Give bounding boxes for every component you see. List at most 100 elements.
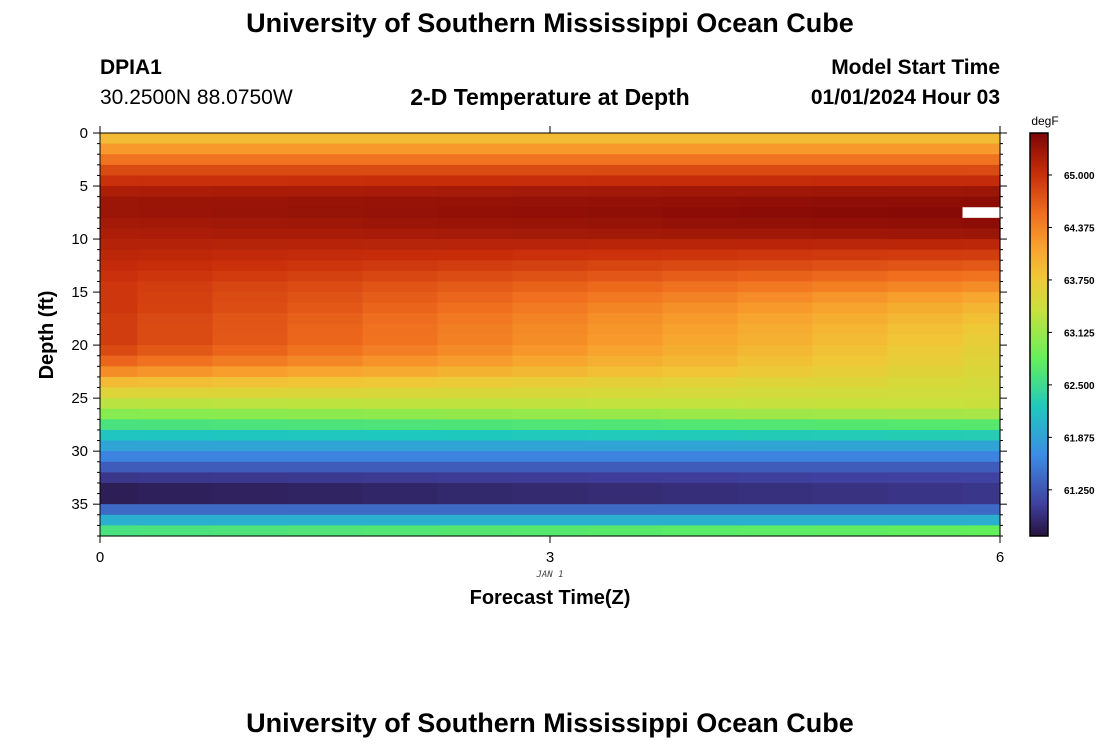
heatmap-cell [812,514,889,526]
heatmap-cell [212,514,289,526]
heatmap-cell [287,514,364,526]
heatmap-cell [662,451,739,463]
heatmap-cell [137,249,214,261]
heatmap-cell [587,164,664,177]
heatmap-cell [212,419,289,431]
heatmap-cell [962,217,1001,230]
heatmap-cell [437,323,514,336]
heatmap-cell [137,345,214,357]
heatmap-cell [587,292,664,304]
heatmap-cell [437,504,514,516]
heatmap-cell [362,323,439,336]
heatmap-cell [212,323,289,336]
heatmap-cell [812,355,889,367]
heatmap-cell [287,472,364,484]
heatmap-cell [287,164,364,177]
heatmap-cell [962,408,1001,420]
heatmap-cell [587,154,664,166]
heatmap-cell [812,143,889,155]
heatmap-cell [100,313,139,325]
heatmap-cell [512,451,589,463]
heatmap-cell [437,472,514,484]
heatmap-cell [962,525,1001,537]
heatmap-cell [362,504,439,516]
heatmap-cell [512,228,589,240]
heatmap-cell [100,239,139,251]
heatmap-cell [137,186,214,198]
heatmap-cell [100,334,139,346]
heatmap-cell [662,302,739,314]
heatmap-cell [362,408,439,420]
heatmap-cell [362,472,439,484]
heatmap-cell [100,196,139,208]
missing-data-cell [962,207,1001,218]
heatmap-cell [287,133,364,145]
colorbar-tick-label: 61.250 [1064,486,1095,497]
heatmap-cell [212,355,289,367]
heatmap-cell [662,143,739,155]
heatmap-cell [587,196,664,208]
heatmap-cell [587,207,664,219]
colorbar-unit: degF [1031,114,1058,128]
heatmap-cell [962,355,1001,367]
heatmap-cell [512,493,589,505]
heatmap-cell [737,429,814,442]
heatmap-cell [137,482,214,495]
heatmap-cell [287,207,364,219]
heatmap-cell [737,302,814,314]
heatmap-cell [100,493,139,505]
heatmap-cell [887,376,964,389]
colorbar-tick-label: 62.500 [1064,381,1095,392]
heatmap-cell [812,323,889,336]
heatmap-cell [362,217,439,230]
heatmap-cell [212,504,289,516]
heatmap-cell [662,504,739,516]
heatmap-cell [887,440,964,452]
heatmap-cell [737,249,814,261]
heatmap-cell [362,249,439,261]
heatmap-cell [212,451,289,463]
heatmap-cell [662,196,739,208]
heatmap-cell [587,302,664,314]
heatmap-cell [737,260,814,272]
heatmap-cell [212,366,289,378]
heatmap-cell [512,376,589,389]
heatmap-cell [137,334,214,346]
heatmap-cell [962,186,1001,198]
heatmap-cell [137,281,214,293]
heatmap-cell [137,292,214,304]
heatmap-cell [100,217,139,230]
heatmap-cell [437,366,514,378]
y-tick-label: 15 [71,284,88,301]
heatmap-cell [812,196,889,208]
heatmap-cell [512,217,589,230]
heatmap-cell [362,186,439,198]
heatmap-cell [287,154,364,166]
heatmap-cell [962,504,1001,516]
heatmap-cell [812,429,889,442]
heatmap-cell [737,292,814,304]
heatmap-cell [662,482,739,495]
heatmap-cell [812,419,889,431]
heatmap-cell [287,249,364,261]
heatmap-cell [287,313,364,325]
heatmap-cell [812,376,889,389]
heatmap-cell [100,133,139,145]
heatmap-cell [100,419,139,431]
heatmap-cell [512,260,589,272]
heatmap-cell [512,355,589,367]
heatmap-cell [662,514,739,526]
heatmap-cell [137,217,214,230]
heatmap-cell [100,398,139,410]
heatmap-cell [287,504,364,516]
heatmap-cell [962,376,1001,389]
heatmap-cell [812,302,889,314]
heatmap-cell [512,164,589,177]
heatmap-cell [512,323,589,336]
heatmap-cell [812,504,889,516]
heatmap-cell [212,164,289,177]
heatmap-cell [887,525,964,537]
heatmap-cell [587,451,664,463]
x-tick-label: 0 [96,549,104,566]
heatmap-cell [962,514,1001,526]
